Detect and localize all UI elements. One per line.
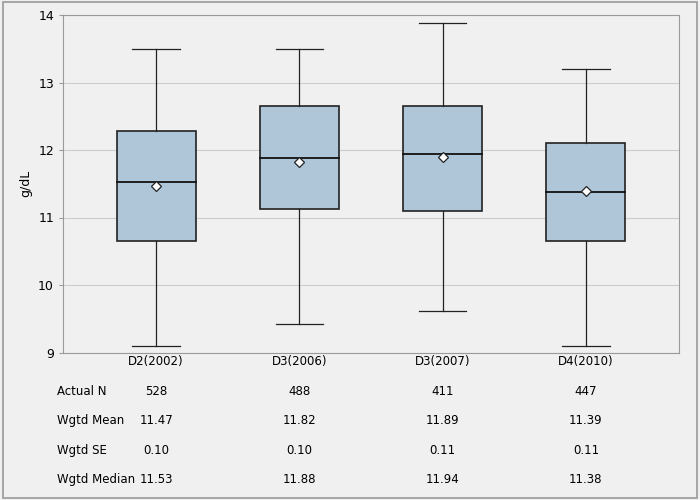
- Text: 0.11: 0.11: [573, 444, 599, 457]
- Text: D3(2007): D3(2007): [415, 356, 470, 368]
- Bar: [547, 144, 625, 241]
- Text: 11.47: 11.47: [139, 414, 173, 428]
- Text: 0.10: 0.10: [143, 444, 169, 457]
- Text: 528: 528: [145, 385, 167, 398]
- Text: Wgtd SE: Wgtd SE: [57, 444, 106, 457]
- Text: Actual N: Actual N: [57, 385, 106, 398]
- Text: D3(2006): D3(2006): [272, 356, 327, 368]
- Bar: [403, 106, 482, 211]
- Text: 488: 488: [288, 385, 311, 398]
- Text: 411: 411: [431, 385, 454, 398]
- Text: D2(2002): D2(2002): [128, 356, 184, 368]
- Bar: [260, 106, 339, 210]
- Text: 11.39: 11.39: [569, 414, 603, 428]
- Text: 11.53: 11.53: [139, 474, 173, 486]
- Text: 0.11: 0.11: [430, 444, 456, 457]
- Bar: [117, 131, 195, 241]
- Y-axis label: g/dL: g/dL: [20, 170, 32, 198]
- Text: 447: 447: [575, 385, 597, 398]
- Text: D4(2010): D4(2010): [558, 356, 614, 368]
- Text: Wgtd Median: Wgtd Median: [57, 474, 135, 486]
- Text: 0.10: 0.10: [286, 444, 312, 457]
- Text: 11.88: 11.88: [283, 474, 316, 486]
- Text: 11.82: 11.82: [283, 414, 316, 428]
- Text: 11.38: 11.38: [569, 474, 603, 486]
- Text: 11.89: 11.89: [426, 414, 459, 428]
- Text: 11.94: 11.94: [426, 474, 459, 486]
- Text: Wgtd Mean: Wgtd Mean: [57, 414, 124, 428]
